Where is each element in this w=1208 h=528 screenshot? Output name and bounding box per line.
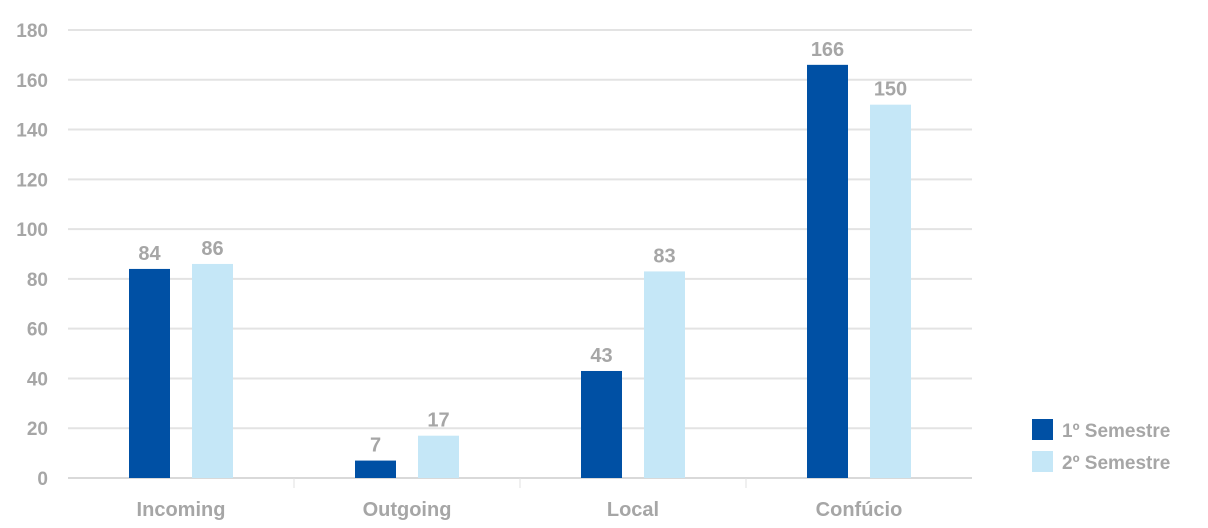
y-tick-label: 20: [27, 419, 48, 440]
y-tick-label: 40: [27, 369, 48, 390]
y-tick-label: 100: [16, 220, 48, 241]
x-category-label: Incoming: [137, 499, 226, 521]
x-category-label: Local: [607, 499, 659, 521]
y-tick-label: 120: [16, 170, 48, 191]
bar-conf-cio-series-1: [807, 64, 848, 478]
bar-local-series-2: [644, 271, 685, 478]
bars: [129, 64, 911, 479]
legend-swatch: [1032, 419, 1053, 440]
y-tick-label: 80: [27, 270, 48, 291]
y-tick-label: 140: [16, 121, 48, 142]
legend: 1º Semestre 2º Semestre: [1032, 419, 1170, 474]
data-label: 150: [874, 79, 907, 101]
x-category-label: Outgoing: [363, 499, 452, 521]
data-label: 7: [370, 435, 381, 457]
bar-incoming-series-2: [192, 263, 233, 478]
y-axis-ticks: 0 20 40 60 80 100 120 140 160 180: [16, 21, 48, 490]
data-label: 43: [590, 345, 612, 367]
data-label: 166: [811, 39, 844, 61]
y-tick-label: 60: [27, 320, 48, 341]
bar-local-series-1: [581, 370, 622, 478]
legend-label: 2º Semestre: [1062, 453, 1170, 474]
legend-label: 1º Semestre: [1062, 421, 1170, 442]
data-label: 86: [201, 238, 223, 260]
bar-incoming-series-1: [129, 268, 170, 478]
data-label: 17: [427, 410, 449, 432]
data-labels: 84 86 7 17 43 83 166 150: [138, 39, 907, 457]
bar-conf-cio-series-2: [870, 104, 911, 479]
y-tick-label: 160: [16, 71, 48, 92]
bar-outgoing-series-1: [355, 460, 396, 478]
bar-outgoing-series-2: [418, 435, 459, 478]
data-label: 84: [138, 243, 161, 265]
x-category-label: Confúcio: [816, 499, 903, 521]
y-tick-label: 0: [37, 469, 48, 490]
legend-swatch: [1032, 451, 1053, 472]
x-axis-categories: Incoming Outgoing Local Confúcio: [137, 499, 903, 521]
data-label: 83: [653, 245, 675, 267]
y-tick-label: 180: [16, 21, 48, 42]
